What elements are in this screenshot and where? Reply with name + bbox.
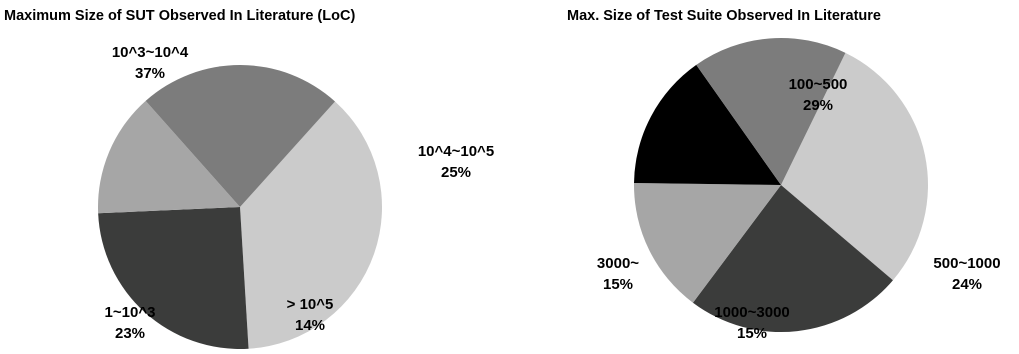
pie-slice [145,64,336,207]
slice-label: 1~10^3 23% [105,304,156,342]
pie-slice [98,207,249,349]
chart-title-sut-size: Maximum Size of SUT Observed In Literatu… [4,8,356,24]
pie-slice [633,182,781,303]
pie-chart-1: 10^3~10^4 37% 10^4~10^5 25% > 10^5 14% 1~10^3 2… [97,44,494,349]
pie-slice [240,101,383,349]
slice-label: 100~500 29% [789,76,848,114]
slice-label: 10^4~10^5 25% [418,143,494,181]
pie-slice [692,185,893,333]
slice-label: 1000~3000 15% [714,304,790,342]
pie-slice [781,52,928,281]
pie-slice [696,38,846,185]
slice-label: 3000~ 15% [597,255,639,293]
slice-label: > 10^5 14% [287,296,334,334]
slice-label: 10^3~10^4 37% [112,44,189,82]
pie-slice [634,64,781,185]
slice-label: ~100 17% [666,124,700,162]
pie-slice [97,100,241,214]
pie-chart-2: 100~500 29% 500~1000 24% 1000~3000 15% 3000~ 15… [597,38,1001,342]
slice-label: 500~1000 24% [933,255,1000,293]
chart-title-test-suite-size: Max. Size of Test Suite Observed In Lite… [567,8,881,24]
